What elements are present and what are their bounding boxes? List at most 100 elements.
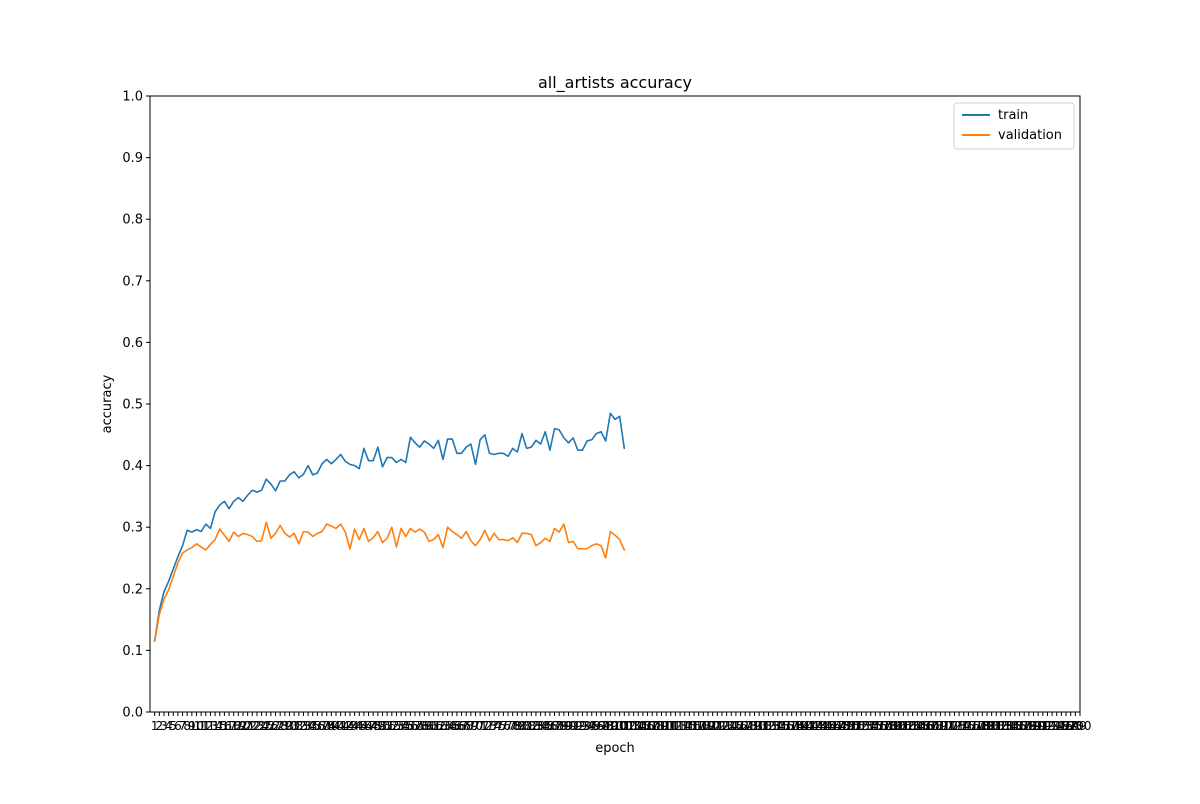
x-tick-label: 189 — [1017, 719, 1040, 733]
x-tick-label: 187 — [1008, 719, 1031, 733]
x-tick-label: 35 — [305, 719, 320, 733]
x-tick-label: 88 — [552, 719, 567, 733]
x-tick-label: 72 — [477, 719, 492, 733]
x-tick-label: 81 — [519, 719, 534, 733]
x-tick-label: 78 — [505, 719, 520, 733]
x-tick-label: 101 — [608, 719, 631, 733]
x-tick-label: 100 — [604, 719, 627, 733]
x-tick-label: 83 — [528, 719, 543, 733]
x-tick-label: 146 — [817, 719, 840, 733]
x-tick-label: 68 — [459, 719, 474, 733]
x-tick-label: 71 — [473, 719, 488, 733]
x-tick-label: 27 — [268, 719, 283, 733]
x-tick-label: 54 — [393, 719, 408, 733]
x-tick-label: 152 — [845, 719, 868, 733]
x-axis-label: epoch — [595, 741, 635, 756]
x-tick-label: 33 — [296, 719, 311, 733]
x-tick-label: 145 — [813, 719, 836, 733]
x-tick-label: 200 — [1069, 719, 1092, 733]
x-tick-label: 66 — [449, 719, 464, 733]
legend: train validation — [953, 102, 1075, 150]
x-tick-label: 194 — [1041, 719, 1064, 733]
x-tick-label: 21 — [240, 719, 255, 733]
x-tick-label: 90 — [561, 719, 576, 733]
series-layer — [153, 412, 626, 642]
y-tick-label: 0.9 — [122, 151, 143, 166]
x-tick-label: 4 — [165, 719, 173, 733]
x-tick-label: 11 — [194, 719, 209, 733]
x-tick-label: 56 — [403, 719, 418, 733]
x-tick-label: 98 — [598, 719, 613, 733]
x-tick-label: 67 — [454, 719, 469, 733]
x-tick-label: 120 — [697, 719, 720, 733]
x-tick-label: 74 — [486, 719, 501, 733]
x-tick-label: 57 — [407, 719, 422, 733]
x-tick-label: 6 — [174, 719, 182, 733]
x-tick-label: 191 — [1027, 719, 1050, 733]
x-tick-label: 175 — [952, 719, 975, 733]
x-tick-label: 134 — [762, 719, 785, 733]
x-tick-label: 18 — [226, 719, 241, 733]
x-tick-label: 8 — [183, 719, 191, 733]
x-tick-label: 46 — [356, 719, 371, 733]
x-tick-label: 40 — [328, 719, 343, 733]
x-tick-label: 108 — [641, 719, 664, 733]
x-tick-label: 140 — [790, 719, 813, 733]
x-tick-label: 117 — [683, 719, 706, 733]
x-tick-label: 192 — [1031, 719, 1054, 733]
x-tick-label: 39 — [324, 719, 339, 733]
x-tick-label: 114 — [669, 719, 692, 733]
x-tick-label: 17 — [221, 719, 236, 733]
chart-title: all_artists accuracy — [538, 73, 692, 93]
x-tick-label: 176 — [957, 719, 980, 733]
x-tick-label: 174 — [948, 719, 971, 733]
y-tick-label: 0.8 — [122, 213, 143, 228]
x-tick-label: 193 — [1036, 719, 1059, 733]
x-tick-label: 25 — [259, 719, 274, 733]
x-tick-label: 168 — [920, 719, 943, 733]
x-tick-label: 92 — [570, 719, 585, 733]
x-tick-label: 141 — [794, 719, 817, 733]
x-tick-label: 150 — [836, 719, 859, 733]
x-tick-label: 112 — [659, 719, 682, 733]
x-tick-label: 19 — [231, 719, 246, 733]
x-tick-label: 143 — [803, 719, 826, 733]
x-tick-label: 162 — [892, 719, 915, 733]
x-tick-label: 172 — [938, 719, 961, 733]
y-tick-label: 0.3 — [122, 521, 143, 536]
x-tick-label: 15 — [212, 719, 227, 733]
x-tick-label: 185 — [999, 719, 1022, 733]
x-tick-label: 166 — [910, 719, 933, 733]
x-tick-label: 2 — [155, 719, 163, 733]
legend-label-validation: validation — [998, 128, 1062, 143]
x-tick-label: 110 — [650, 719, 673, 733]
x-tick-label: 126 — [724, 719, 747, 733]
x-tick-label: 190 — [1022, 719, 1045, 733]
x-tick-label: 139 — [785, 719, 808, 733]
x-tick-label: 49 — [370, 719, 385, 733]
x-tick-label: 173 — [943, 719, 966, 733]
x-tick-label: 64 — [440, 719, 455, 733]
x-tick-label: 138 — [780, 719, 803, 733]
x-tick-label: 24 — [254, 719, 269, 733]
x-tick-label: 61 — [426, 719, 441, 733]
x-tick-label: 28 — [273, 719, 288, 733]
x-tick-label: 9 — [188, 719, 196, 733]
x-tick-label: 31 — [287, 719, 302, 733]
x-tick-label: 180 — [976, 719, 999, 733]
x-tick-label: 147 — [822, 719, 845, 733]
x-tick-label: 30 — [282, 719, 297, 733]
x-tick-label: 167 — [915, 719, 938, 733]
x-tick-label: 184 — [994, 719, 1017, 733]
x-tick-label: 69 — [463, 719, 478, 733]
x-tick-label: 118 — [687, 719, 710, 733]
x-tick-label: 107 — [636, 719, 659, 733]
x-tick-label: 37 — [314, 719, 329, 733]
x-tick-label: 131 — [748, 719, 771, 733]
x-tick-label: 87 — [547, 719, 562, 733]
x-tick-label: 65 — [445, 719, 460, 733]
x-tick-label: 115 — [673, 719, 696, 733]
y-tick-label: 0.0 — [122, 706, 143, 721]
x-tick-label: 104 — [622, 719, 645, 733]
x-tick-label: 135 — [766, 719, 789, 733]
